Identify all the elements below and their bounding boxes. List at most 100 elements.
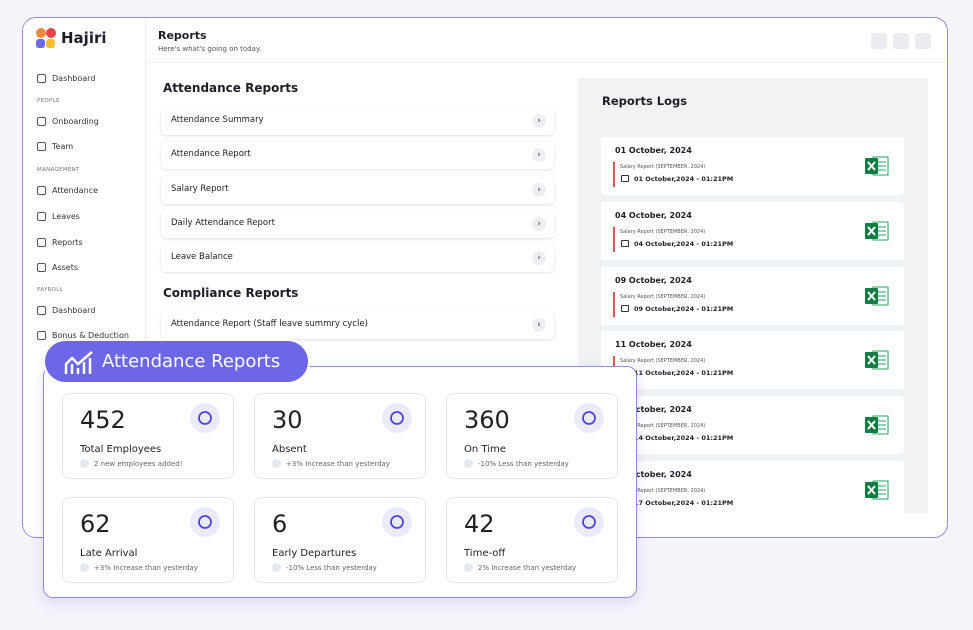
chevron: › [532, 251, 546, 266]
log-name: Salary Report (SEPTEMBER, 2024) [620, 423, 706, 430]
nav-icon [37, 212, 46, 221]
stat-card: 6 Early Departures -10% Less than yesterda… [254, 497, 426, 583]
excel-icon[interactable] [865, 155, 889, 177]
notification-button[interactable] [893, 33, 909, 49]
stat-label: Late Arrival [80, 548, 138, 559]
excel-icon[interactable] [865, 285, 889, 307]
log-name: Salary Report (SEPTEMBER, 2024) [620, 164, 706, 170]
nav-icon [37, 117, 46, 126]
stat-label: Time-off [464, 548, 506, 559]
overlay-card: 452 Total Employees 2 new employees added!… [43, 366, 637, 598]
log-card[interactable]: 01 October, 2024 Salary Report (SEPTEMBER… [601, 137, 904, 195]
report-name: Salary Report [171, 183, 229, 194]
log-time: 17 October,2024 - 01:21PM [634, 499, 734, 507]
log-time: 04 October,2024 - 01:21PM [634, 239, 734, 248]
report-row[interactable]: Attendance Summary › [161, 107, 554, 135]
log-date: 11 October, 2024 [615, 340, 692, 350]
stat-card: 360 On Time -10% Less than yesterday [446, 393, 618, 479]
log-time: 09 October,2024 - 01:21PM [634, 304, 734, 313]
note-icon [272, 563, 281, 572]
report-row[interactable]: Daily Attendance Report › [161, 209, 554, 238]
chevron: › [532, 114, 546, 128]
stat-icon [190, 403, 220, 433]
stat-value: 30 [272, 406, 303, 434]
nav-item[interactable]: Dashboard [52, 306, 96, 315]
reports-logs-panel: Reports Logs 01 October, 2024 Salary Repo… [578, 78, 928, 519]
nav-icon [37, 142, 46, 151]
nav-item[interactable]: Team [52, 142, 74, 151]
mail-button[interactable] [871, 33, 887, 49]
nav-item[interactable]: Reports [52, 238, 83, 247]
nav-icon [37, 74, 46, 83]
page-title: Reports [158, 29, 207, 42]
excel-icon[interactable] [865, 220, 889, 242]
section-title: Compliance Reports [163, 286, 299, 300]
stat-value: 62 [80, 510, 111, 538]
log-card[interactable]: 04 October, 2024 Salary Report (SEPTEMBER… [601, 201, 904, 260]
log-card[interactable]: 09 October, 2024 Salary Report (SEPTEMBER… [601, 266, 904, 325]
report-name: Attendance Summary [171, 115, 264, 125]
stat-icon [382, 403, 412, 433]
profile-button[interactable] [915, 33, 931, 49]
stat-label: Absent [272, 444, 307, 455]
stat-label: On Time [464, 444, 506, 455]
calendar-icon [621, 175, 629, 182]
stat-card: 62 Late Arrival +3% Increase than yesterda… [62, 497, 234, 583]
stat-card: 30 Absent +3% Increase than yesterday [254, 393, 426, 479]
report-row[interactable]: Attendance Report (Staff leave summry cy… [161, 311, 554, 339]
log-card[interactable]: 14 October, 2024 Salary Report (SEPTEMBER… [601, 396, 904, 455]
nav-item[interactable]: Leaves [52, 212, 80, 221]
log-date: 17 October, 2024 [615, 470, 692, 479]
nav-item[interactable]: Dashboard [52, 74, 96, 83]
excel-icon[interactable] [865, 349, 889, 371]
stat-icon [190, 507, 220, 537]
stat-note: -10% Less than yesterday [478, 460, 569, 468]
report-row[interactable]: Salary Report › [161, 175, 554, 204]
log-date: 14 October, 2024 [615, 405, 692, 415]
nav-icon [37, 306, 46, 315]
panel-title: Reports Logs [602, 94, 688, 108]
note-icon [80, 459, 89, 468]
nav-item[interactable]: Bonus & Deduction [52, 331, 129, 340]
stat-value: 360 [464, 406, 510, 434]
log-accent [613, 226, 615, 252]
log-time: 01 October,2024 - 01:21PM [634, 175, 734, 183]
report-row[interactable]: Attendance Report › [161, 141, 554, 170]
log-card[interactable]: 11 October, 2024 Salary Report (SEPTEMBER… [601, 331, 904, 390]
note-icon [464, 459, 473, 468]
nav-item[interactable]: Attendance [52, 186, 98, 195]
stat-icon [574, 403, 604, 433]
section-title: Attendance Reports [163, 81, 299, 95]
excel-icon[interactable] [865, 479, 889, 501]
log-name: Salary Report (SEPTEMBER, 2024) [620, 228, 706, 235]
stat-note: -10% Less than yesterday [286, 564, 377, 572]
nav-item[interactable]: Assets [52, 263, 79, 272]
overlay-pill: Attendance Reports [43, 339, 310, 384]
nav-icon [37, 238, 46, 247]
calendar-icon [621, 304, 629, 312]
chevron: › [532, 182, 546, 197]
report-row[interactable]: Leave Balance › [161, 244, 554, 273]
stat-label: Early Departures [272, 548, 357, 559]
chart-icon [64, 351, 93, 374]
stat-card: 452 Total Employees 2 new employees added! [62, 393, 234, 479]
nav-icon [37, 186, 46, 195]
nav-icon [37, 263, 46, 272]
stat-note: +3% Increase than yesterday [94, 564, 198, 572]
log-card[interactable]: 17 October, 2024 Salary Report (SEPTEMBER… [601, 461, 904, 519]
log-name: Salary Report (SEPTEMBER, 2024) [620, 488, 706, 494]
report-name: Daily Attendance Report [171, 217, 275, 228]
content: Attendance Reports Compliance Reports Re… [23, 18, 947, 537]
note-icon [272, 459, 281, 468]
stat-icon [574, 507, 604, 537]
log-time: 14 October,2024 - 01:21PM [634, 434, 734, 443]
stat-value: 42 [464, 510, 495, 538]
nav-section: MANAGEMENT [37, 167, 80, 173]
nav-item[interactable]: Onboarding [52, 117, 99, 126]
stat-icon [382, 507, 412, 537]
nav-icon [37, 331, 46, 340]
logo-mark [36, 28, 56, 48]
report-name: Leave Balance [171, 252, 233, 263]
stat-value: 452 [80, 406, 126, 434]
excel-icon[interactable] [865, 414, 889, 436]
